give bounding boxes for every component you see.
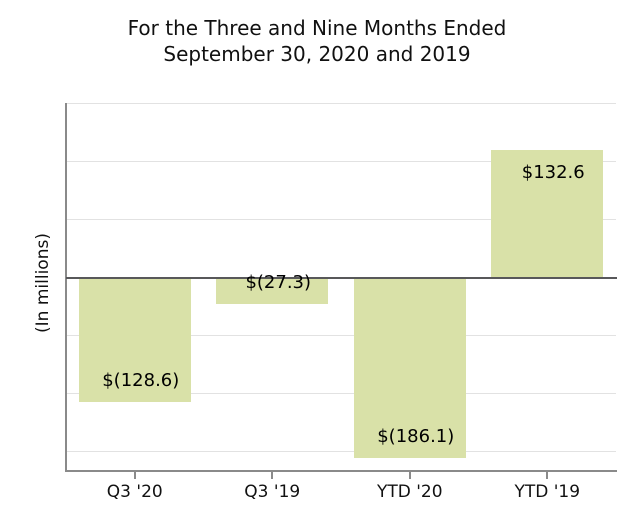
- bar: [491, 149, 604, 278]
- gridline: [66, 103, 616, 105]
- gridline: [66, 335, 616, 337]
- gridline: [66, 393, 616, 395]
- x-tick-label: Q3 '19: [244, 482, 301, 502]
- bar-value-label: $(128.6): [102, 370, 180, 391]
- x-tick-label: YTD '19: [514, 482, 581, 502]
- y-axis-label: (In millions): [33, 233, 53, 333]
- x-axis-tick: [271, 472, 274, 479]
- gridline: [66, 161, 616, 163]
- bar-value-label: $132.6: [521, 161, 585, 183]
- chart-title-line2: September 30, 2020 and 2019: [163, 42, 471, 66]
- x-axis-tick: [133, 472, 136, 479]
- x-axis-line: [65, 470, 617, 472]
- x-tick-label: YTD '20: [376, 482, 443, 502]
- bar-value-label: $(27.3): [245, 272, 312, 294]
- bar: [353, 277, 466, 458]
- x-axis-tick: [546, 472, 549, 479]
- x-tick-label: Q3 '20: [106, 482, 163, 502]
- gridline: [66, 219, 616, 221]
- chart-title-line1: For the Three and Nine Months Ended: [127, 16, 507, 40]
- gridline: [66, 451, 616, 453]
- y-axis-line: [65, 103, 67, 472]
- zero-line: [66, 276, 617, 279]
- bar: [216, 277, 329, 305]
- x-axis-tick: [408, 472, 411, 479]
- bar-value-label: $(186.1): [377, 425, 455, 447]
- chart-title: For the Three and Nine Months Ended Sept…: [0, 15, 634, 67]
- bar: [78, 277, 191, 402]
